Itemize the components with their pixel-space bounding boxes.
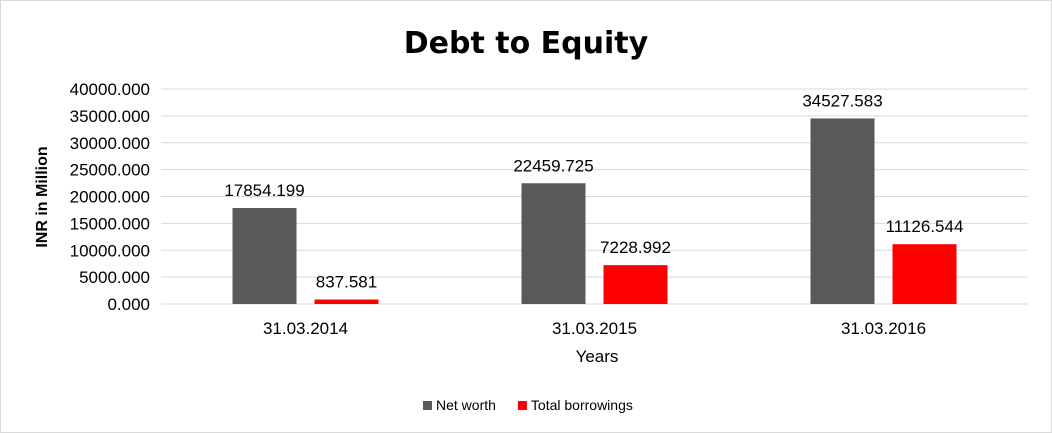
- bar-net-worth: [521, 183, 586, 304]
- legend-swatch: [517, 401, 527, 410]
- y-tick-label: 15000.000: [70, 214, 150, 233]
- data-label: 7228.992: [600, 238, 671, 257]
- y-tick-label: 20000.000: [70, 188, 150, 207]
- legend: Net worth Total borrowings: [423, 397, 633, 413]
- data-labels: 17854.199 837.581 22459.725 7228.992 34527.5…: [224, 91, 963, 291]
- gridlines: [161, 88, 1028, 305]
- y-tick-label: 5000.000: [79, 268, 150, 287]
- y-tick-label: 35000.000: [70, 107, 150, 126]
- chart-title: Debt to Equity: [404, 26, 649, 61]
- bar-total-borrowings: [314, 299, 379, 304]
- data-label: 11126.544: [886, 217, 964, 236]
- y-tick-label: 30000.000: [70, 134, 150, 153]
- data-label: 837.581: [316, 272, 377, 291]
- x-axis-ticks: 31.03.2014 31.03.2015 31.03.2016: [263, 319, 926, 338]
- data-label: 22459.725: [513, 156, 593, 175]
- bar-net-worth: [810, 118, 875, 304]
- x-tick-label: 31.03.2016: [841, 319, 926, 338]
- bars: [232, 118, 957, 304]
- y-tick-label: 10000.000: [70, 241, 150, 260]
- bar-total-borrowings: [892, 244, 957, 304]
- x-tick-label: 31.03.2015: [552, 319, 637, 338]
- y-axis-ticks: 0.000 5000.000 10000.000 15000.000 20000.000…: [70, 80, 150, 314]
- legend-label: Total borrowings: [531, 397, 633, 413]
- bar-net-worth: [232, 208, 297, 304]
- y-tick-label: 40000.000: [70, 80, 150, 99]
- x-tick-label: 31.03.2014: [263, 319, 348, 338]
- y-tick-label: 25000.000: [70, 161, 150, 180]
- x-axis-label: Years: [576, 347, 619, 366]
- bar-total-borrowings: [603, 265, 668, 304]
- legend-swatch: [423, 401, 432, 410]
- legend-label: Net worth: [436, 397, 496, 413]
- y-tick-label: 0.000: [107, 295, 150, 314]
- y-axis-label: INR in Million: [34, 146, 51, 247]
- data-label: 17854.199: [224, 181, 304, 200]
- data-label: 34527.583: [802, 91, 882, 110]
